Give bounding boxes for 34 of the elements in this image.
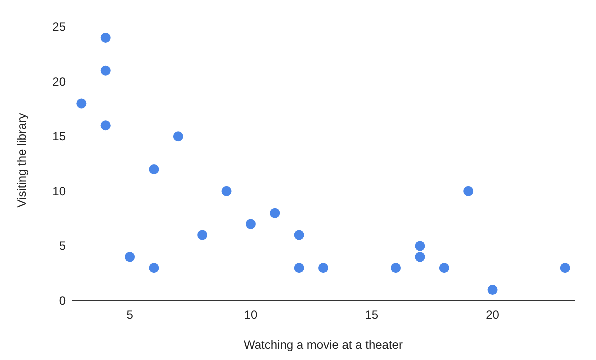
y-tick-label: 10 <box>52 184 66 198</box>
point <box>294 263 304 274</box>
point <box>222 186 232 196</box>
point <box>318 263 328 274</box>
point <box>464 186 474 196</box>
point <box>198 230 208 240</box>
point <box>149 263 160 274</box>
point <box>149 164 160 174</box>
point <box>270 208 280 218</box>
point <box>246 219 256 230</box>
y-tick-label: 20 <box>52 74 66 89</box>
x-tick-label: 10 <box>244 308 258 322</box>
point <box>488 285 498 296</box>
point <box>76 98 87 109</box>
y-axis-title: Visiting the library <box>15 113 29 208</box>
point <box>100 120 111 131</box>
point <box>439 263 450 274</box>
y-tick-label: 15 <box>52 130 66 144</box>
x-axis-title: Watching a movie at a theater <box>244 338 403 352</box>
point <box>100 66 111 76</box>
y-tick-label: 5 <box>59 239 66 254</box>
x-tick-label: 5 <box>126 308 134 322</box>
x-tick-label: 15 <box>365 308 379 322</box>
point <box>173 132 184 142</box>
point <box>391 263 402 274</box>
point <box>294 230 304 240</box>
point <box>125 252 136 262</box>
point <box>415 241 426 252</box>
point <box>560 263 570 274</box>
y-tick-label: 25 <box>52 20 66 34</box>
y-tick-label: 0 <box>59 294 66 308</box>
point <box>415 252 426 262</box>
point <box>100 32 111 43</box>
x-tick-label: 20 <box>486 308 500 322</box>
